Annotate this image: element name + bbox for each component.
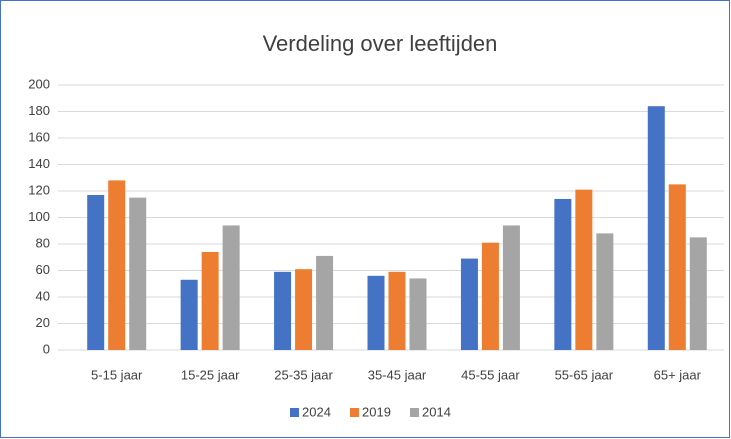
x-tick-label: 55-65 jaar bbox=[555, 367, 614, 382]
bar bbox=[367, 275, 385, 350]
y-tick-label: 200 bbox=[28, 76, 50, 91]
y-tick-label: 80 bbox=[36, 235, 50, 250]
y-tick-label: 140 bbox=[28, 156, 50, 171]
bar bbox=[388, 271, 406, 350]
bar bbox=[295, 269, 313, 350]
legend-label: 2014 bbox=[422, 404, 451, 419]
y-tick-label: 180 bbox=[28, 103, 50, 118]
bar bbox=[596, 233, 614, 350]
y-tick-label: 20 bbox=[36, 315, 50, 330]
bar bbox=[409, 278, 427, 350]
y-tick-label: 100 bbox=[28, 209, 50, 224]
bar bbox=[460, 258, 478, 350]
legend-swatch bbox=[290, 408, 299, 417]
bar bbox=[129, 197, 147, 350]
x-tick-label: 65+ jaar bbox=[654, 367, 702, 382]
y-tick-label: 0 bbox=[43, 341, 50, 356]
x-tick-label: 25-35 jaar bbox=[274, 367, 333, 382]
x-tick-label: 5-15 jaar bbox=[91, 367, 143, 382]
chart-title: Verdeling over leeftijden bbox=[263, 31, 498, 56]
bar bbox=[180, 279, 198, 350]
y-tick-label: 160 bbox=[28, 129, 50, 144]
bar bbox=[108, 180, 126, 350]
legend-swatch bbox=[350, 408, 359, 417]
bar bbox=[481, 242, 499, 350]
bar bbox=[647, 106, 665, 350]
x-tick-label: 35-45 jaar bbox=[368, 367, 427, 382]
bar bbox=[274, 271, 292, 350]
x-tick-label: 15-25 jaar bbox=[181, 367, 240, 382]
y-tick-label: 120 bbox=[28, 182, 50, 197]
bar bbox=[575, 189, 593, 350]
bar bbox=[87, 194, 105, 350]
x-tick-label: 45-55 jaar bbox=[461, 367, 520, 382]
bar bbox=[668, 184, 686, 350]
bar bbox=[502, 225, 520, 350]
legend-swatch bbox=[410, 408, 419, 417]
bar bbox=[554, 198, 572, 350]
bar bbox=[689, 237, 707, 350]
legend-label: 2024 bbox=[302, 404, 331, 419]
y-tick-label: 40 bbox=[36, 288, 50, 303]
bar bbox=[316, 255, 334, 350]
bar bbox=[222, 225, 240, 350]
y-tick-label: 60 bbox=[36, 262, 50, 277]
legend-label: 2019 bbox=[362, 404, 391, 419]
bar bbox=[201, 251, 219, 350]
